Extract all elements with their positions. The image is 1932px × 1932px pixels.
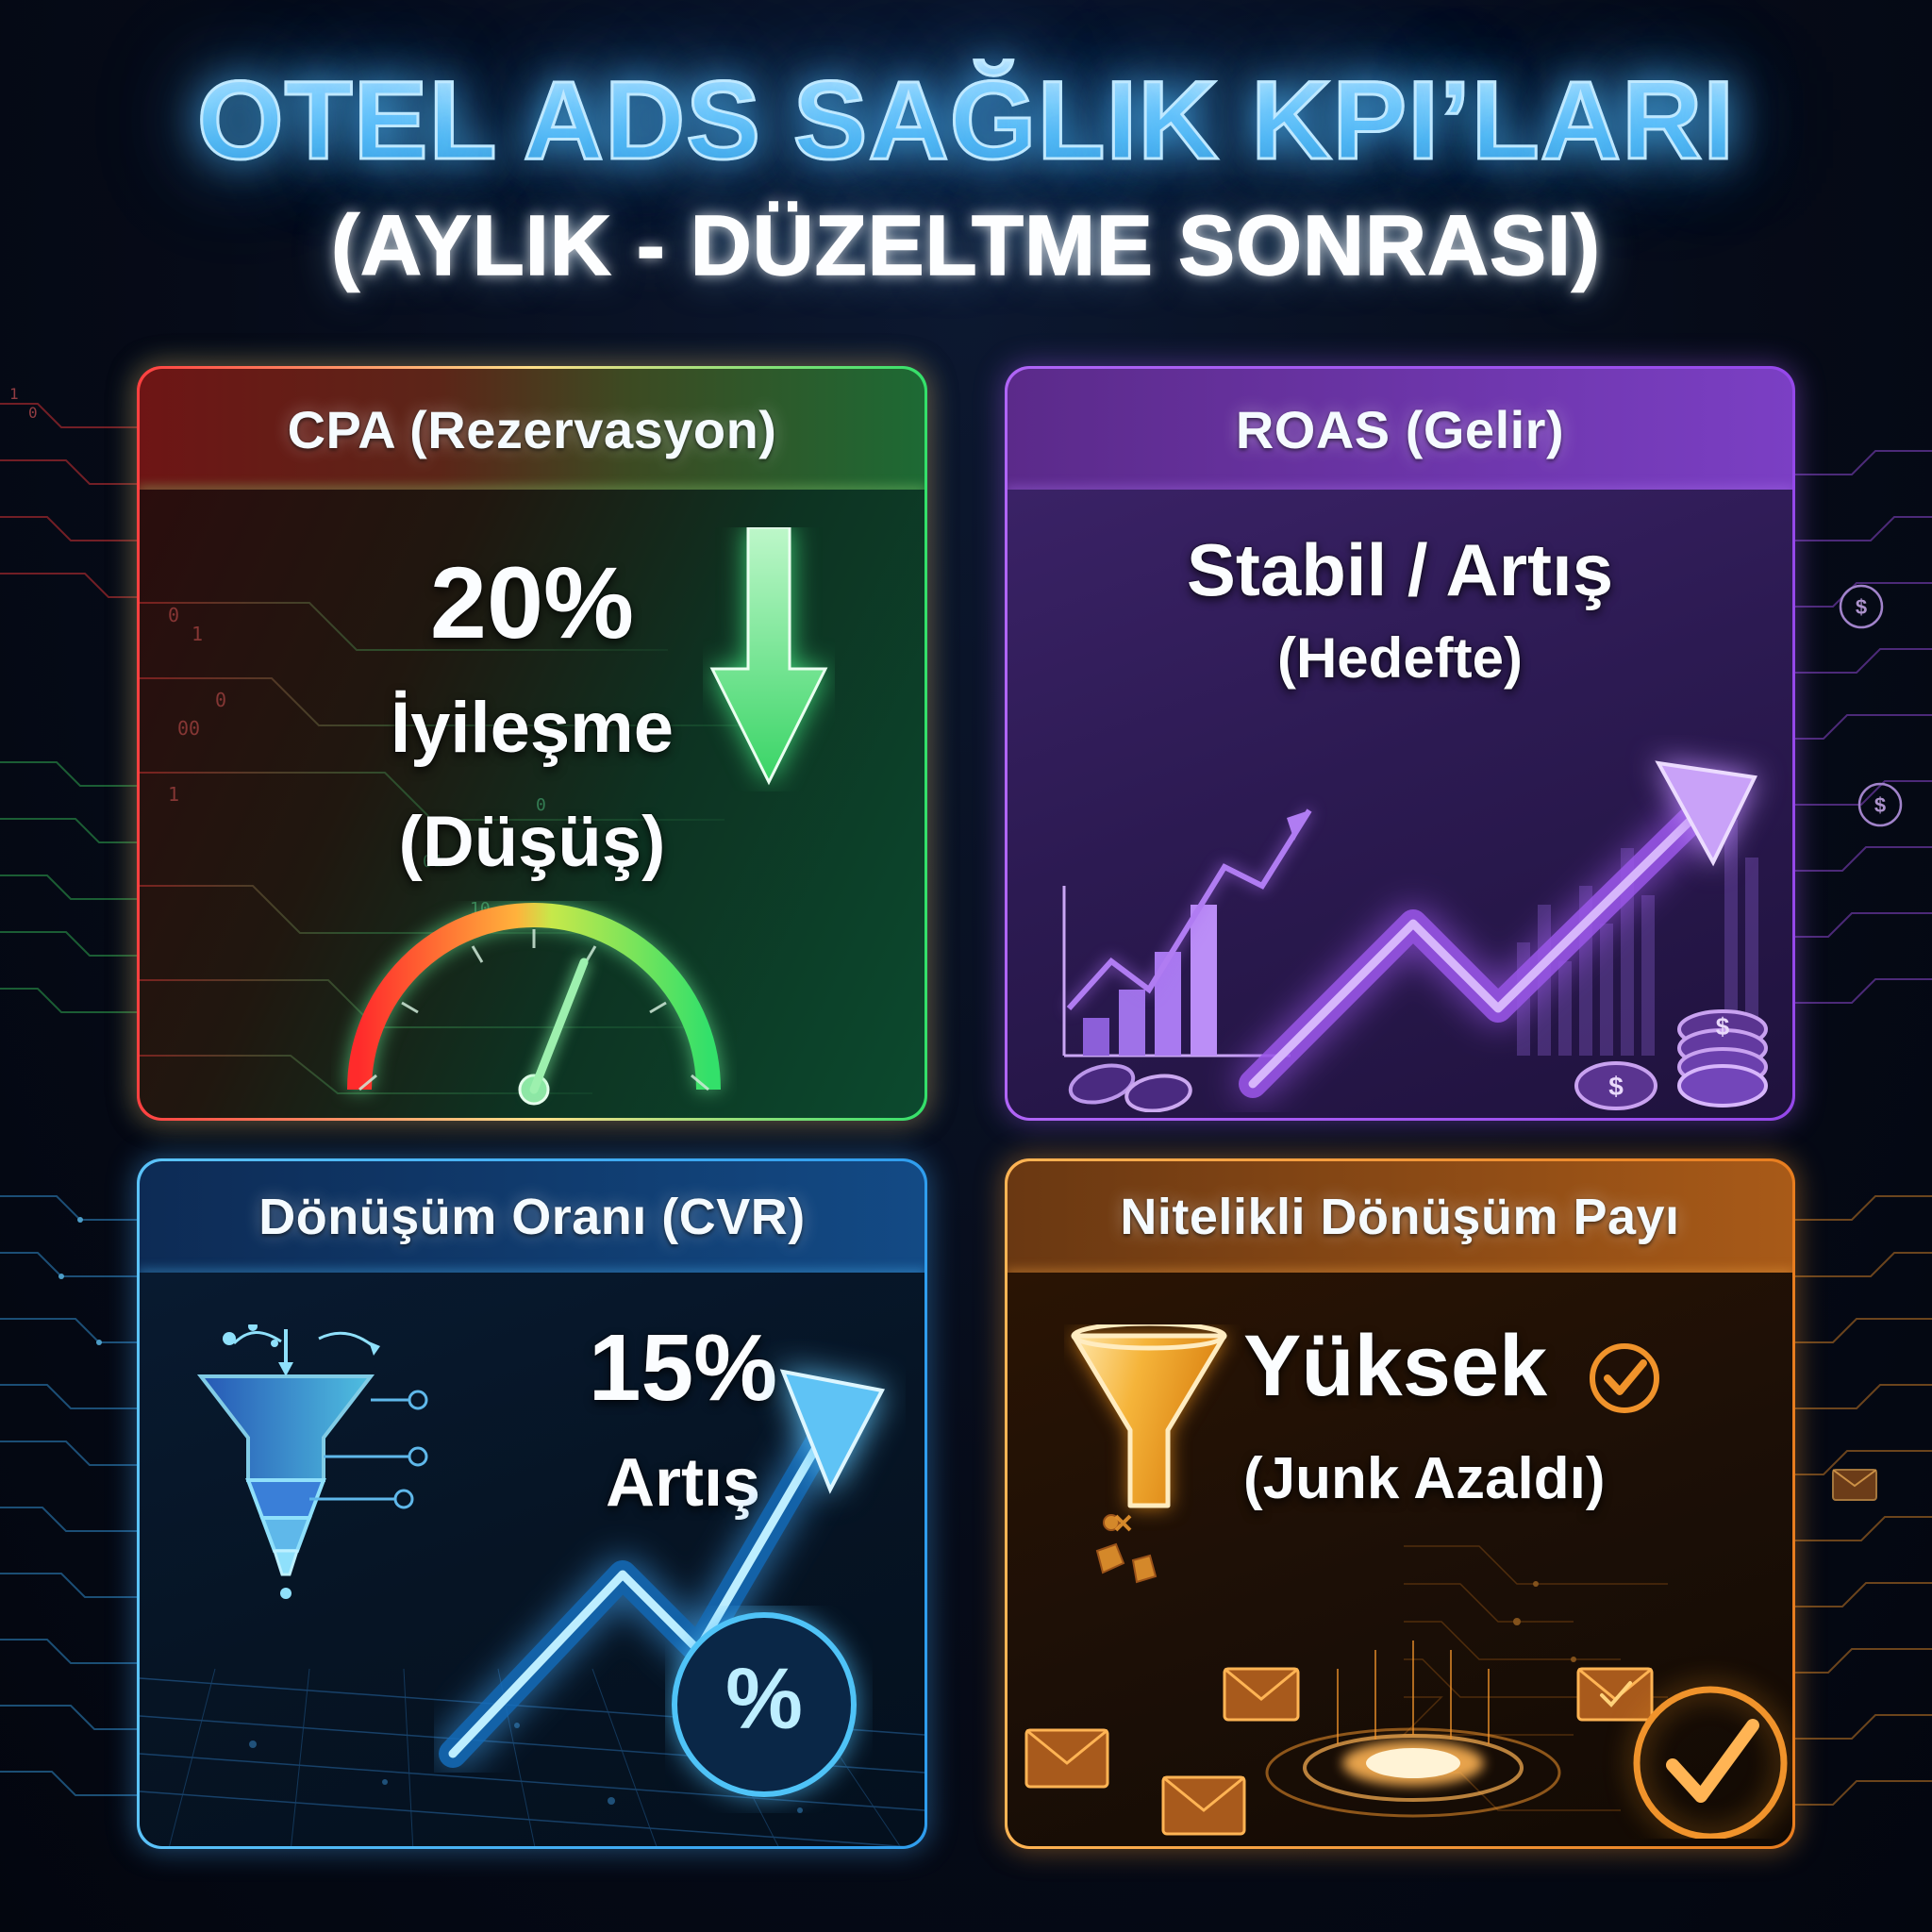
svg-text:%: % — [725, 1651, 803, 1747]
svg-text:$: $ — [1856, 595, 1867, 619]
svg-text:$: $ — [1608, 1072, 1624, 1101]
svg-text:$: $ — [1716, 1012, 1730, 1041]
svg-text:$: $ — [1874, 793, 1886, 817]
svg-text:1: 1 — [9, 385, 19, 403]
svg-text:0: 0 — [28, 404, 38, 422]
